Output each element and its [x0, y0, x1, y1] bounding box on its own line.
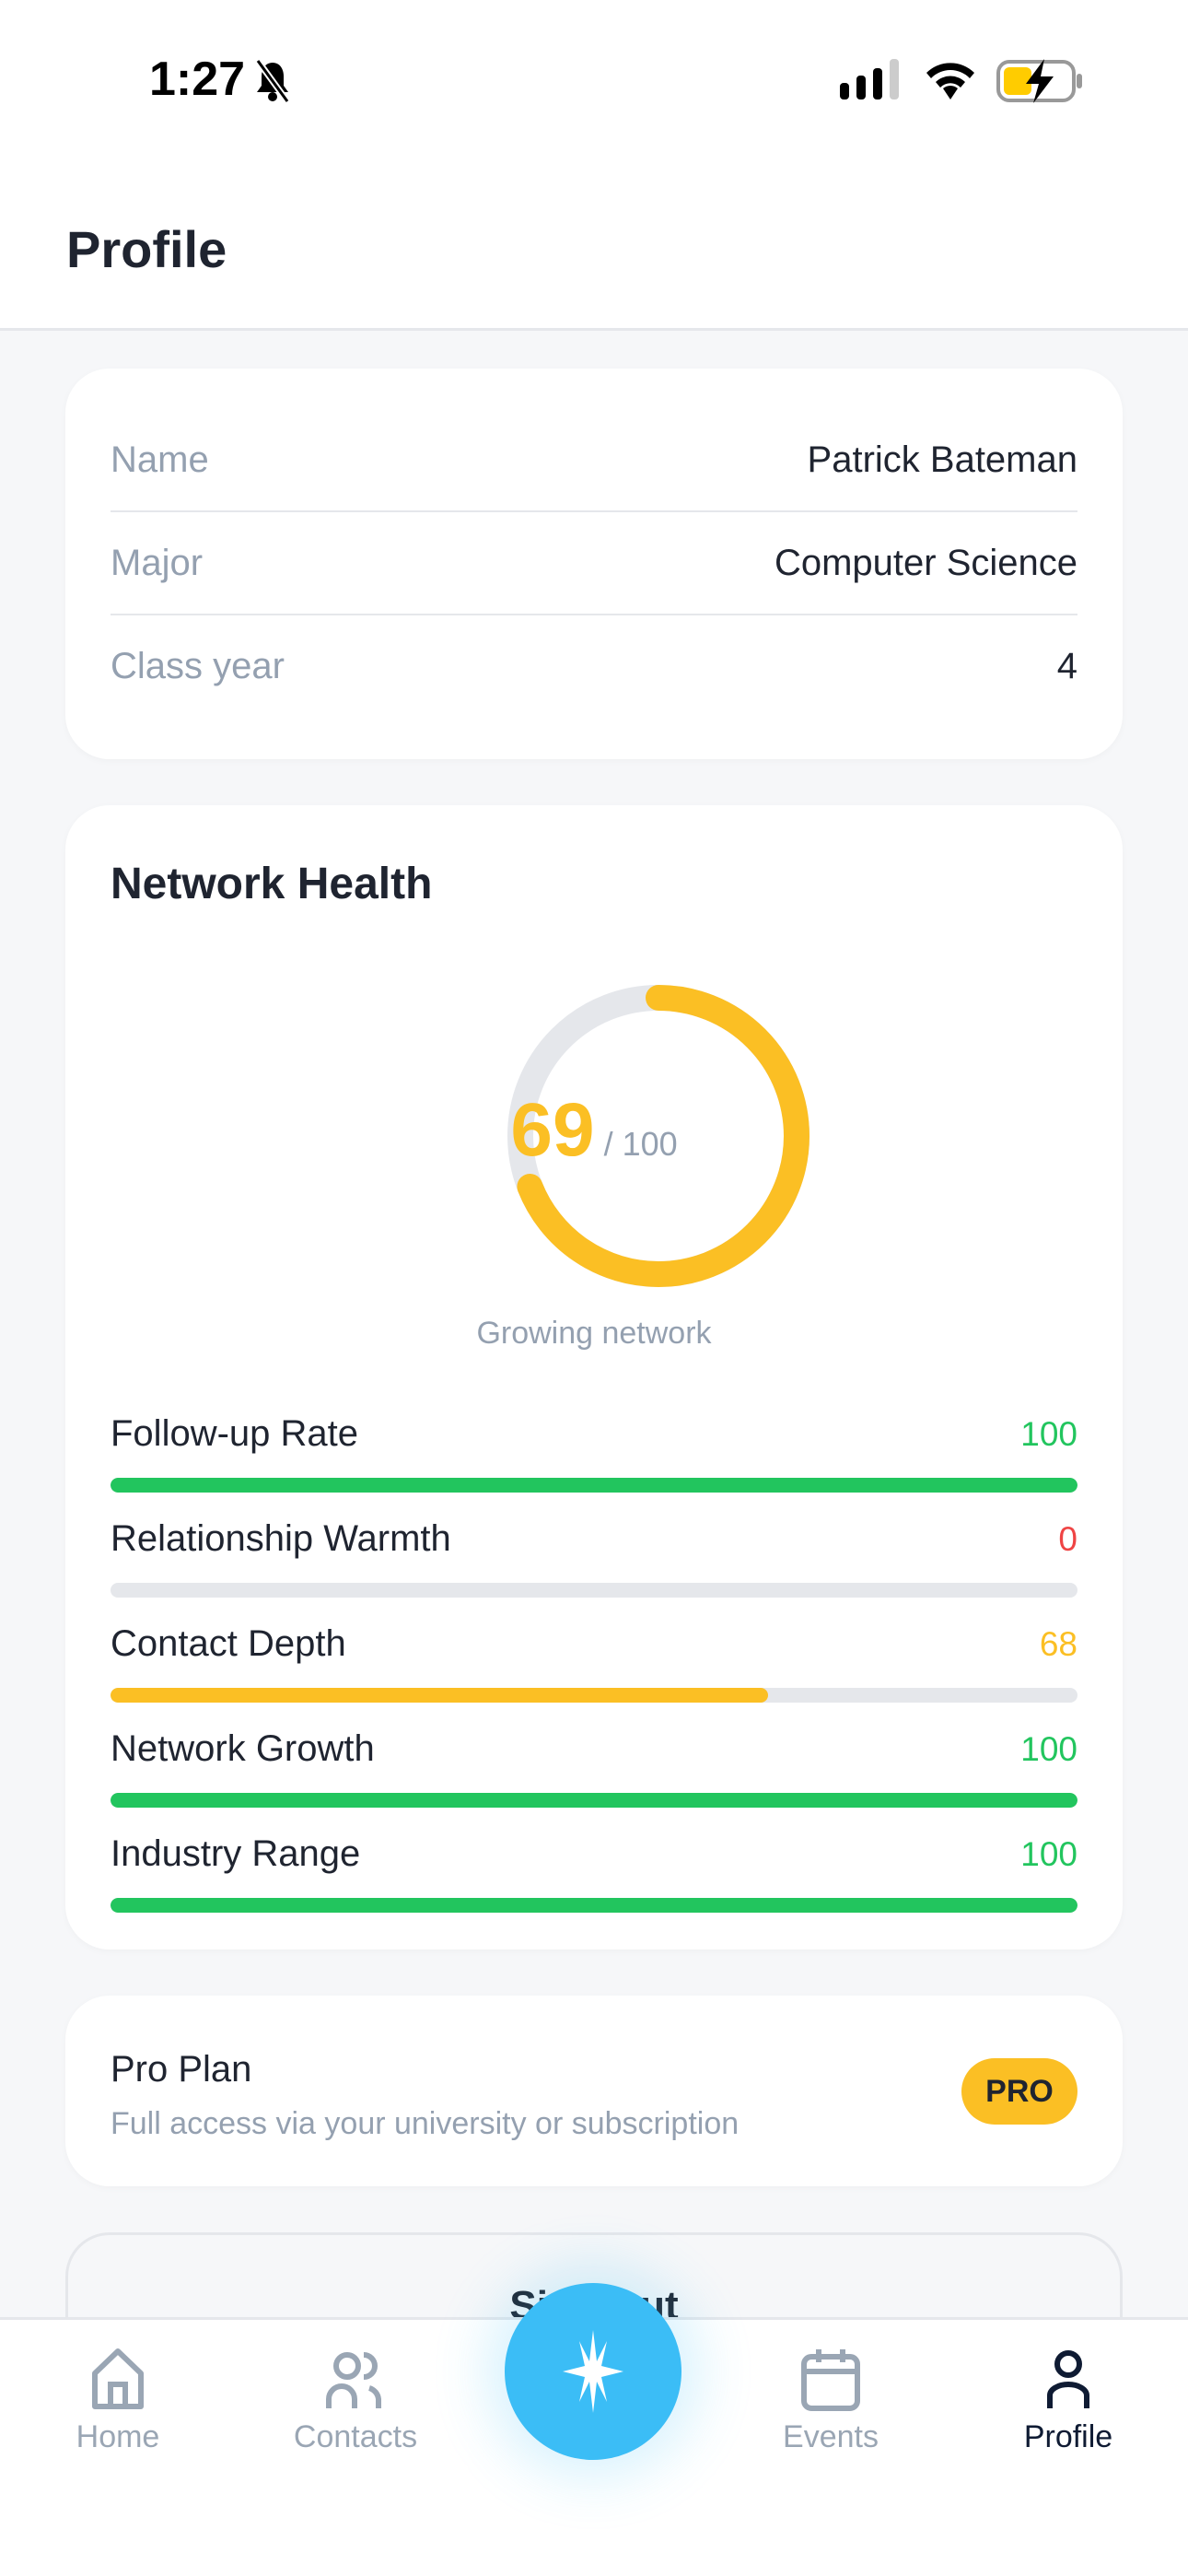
- metric-progress-fill: [111, 1793, 1077, 1808]
- battery-charging-icon: [996, 59, 1082, 103]
- metric-row: Industry Range 100: [111, 1833, 1077, 1926]
- metric-label: Network Growth: [111, 1728, 375, 1769]
- row-label: Class year: [111, 646, 285, 686]
- metric-progress-track: [111, 1478, 1077, 1493]
- metric-value: 100: [1020, 1730, 1077, 1768]
- tab-label: Contacts: [293, 2419, 418, 2454]
- metric-label: Contact Depth: [111, 1623, 346, 1664]
- metric-value: 100: [1020, 1415, 1077, 1453]
- bell-slash-icon: [255, 59, 290, 103]
- metric-label: Industry Range: [111, 1833, 361, 1874]
- row-value: Patrick Bateman: [807, 439, 1077, 480]
- tab-events[interactable]: Events: [748, 2348, 914, 2455]
- metric-value: 0: [1058, 1520, 1077, 1558]
- score-display: 69 / 100: [65, 1087, 1123, 1174]
- clock: 1:27: [149, 53, 246, 106]
- page-header: Profile: [0, 147, 1188, 331]
- score-ring-fill: [507, 985, 809, 1287]
- score-max: / 100: [603, 1125, 678, 1163]
- tab-label: Events: [783, 2419, 879, 2454]
- profile-row-major: Major Computer Science: [111, 513, 1077, 615]
- wifi-icon: [926, 63, 974, 100]
- pro-badge: PRO: [961, 2058, 1077, 2125]
- metric-value: 68: [1039, 1625, 1077, 1663]
- metric-progress-fill: [111, 1688, 768, 1703]
- assistant-fab-button[interactable]: [505, 2283, 681, 2460]
- metric-row: Network Growth 100: [111, 1728, 1077, 1821]
- status-bar: 1:27: [0, 0, 1188, 147]
- metric-label: Relationship Warmth: [111, 1518, 451, 1559]
- signal-icon: [840, 59, 899, 100]
- tab-home[interactable]: Home: [35, 2348, 201, 2455]
- person-icon: [1047, 2350, 1089, 2408]
- row-value: 4: [1056, 646, 1077, 686]
- profile-row-name: Name Patrick Bateman: [111, 410, 1077, 512]
- calendar-icon: [801, 2349, 860, 2411]
- row-label: Name: [111, 439, 209, 480]
- home-icon: [92, 2348, 144, 2409]
- metric-row: Relationship Warmth 0: [111, 1518, 1077, 1610]
- metric-progress-fill: [111, 1898, 1077, 1913]
- pro-plan-card[interactable]: Pro Plan Full access via your university…: [65, 1996, 1123, 2186]
- metric-row: Contact Depth 68: [111, 1623, 1077, 1715]
- metric-progress-track: [111, 1688, 1077, 1703]
- page-title: Profile: [66, 220, 227, 278]
- network-health-title: Network Health: [111, 860, 433, 908]
- row-value: Computer Science: [774, 543, 1077, 583]
- metric-progress-track: [111, 1583, 1077, 1598]
- metric-progress-fill: [111, 1478, 1077, 1493]
- tab-profile[interactable]: Profile: [985, 2348, 1151, 2455]
- network-health-card: Network Health 69 / 100 Growing network …: [65, 805, 1123, 1950]
- metric-label: Follow-up Rate: [111, 1413, 359, 1454]
- contacts-icon: [326, 2352, 381, 2408]
- plan-subtitle: Full access via your university or subsc…: [111, 2106, 740, 2141]
- score-ring: [507, 985, 809, 1287]
- row-label: Major: [111, 543, 204, 583]
- plan-title: Pro Plan: [111, 2049, 252, 2090]
- profile-info-card: Name Patrick Bateman Major Computer Scienc…: [65, 369, 1123, 759]
- tab-label: Profile: [1023, 2419, 1113, 2454]
- profile-row-class-year: Class year 4: [111, 615, 1077, 718]
- metric-progress-track: [111, 1898, 1077, 1913]
- tab-label: Home: [76, 2419, 160, 2454]
- sparkle-icon: [563, 2330, 623, 2413]
- score-value: 69: [510, 1088, 595, 1172]
- metric-row: Follow-up Rate 100: [111, 1413, 1077, 1505]
- score-caption: Growing network: [476, 1316, 712, 1351]
- tab-contacts[interactable]: Contacts: [273, 2348, 438, 2455]
- metric-progress-track: [111, 1793, 1077, 1808]
- metric-value: 100: [1020, 1835, 1077, 1873]
